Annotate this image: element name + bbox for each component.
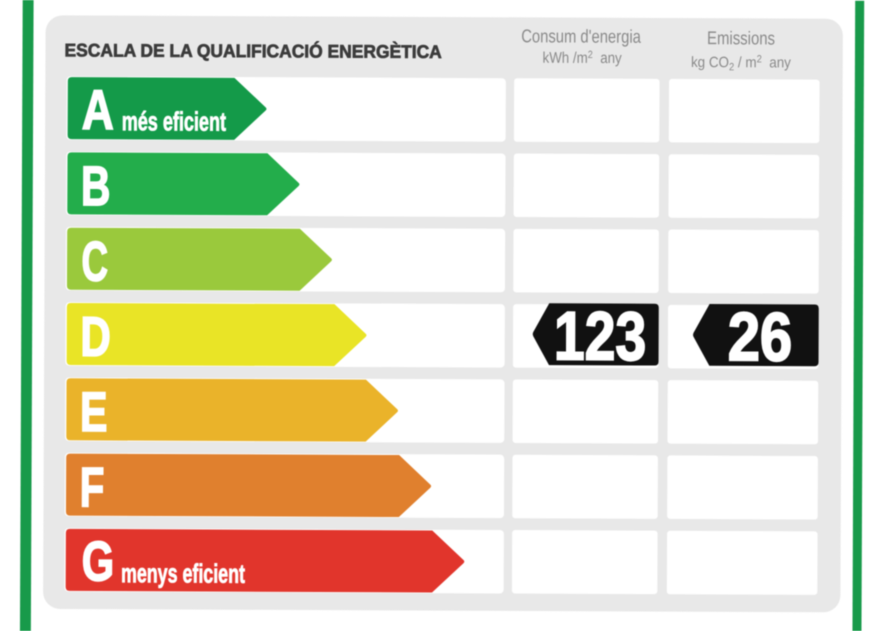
svg-text:Consum d'energia: Consum d'energia: [521, 26, 641, 48]
svg-text:ESCALA DE LA QUALIFICACIÓ ENER: ESCALA DE LA QUALIFICACIÓ ENERGÈTICA: [65, 39, 442, 62]
svg-text:26: 26: [728, 300, 793, 376]
svg-text:E: E: [80, 381, 108, 444]
svg-text:kg CO2 / m2 any: kg CO2 / m2 any: [691, 54, 792, 74]
svg-text:kWh /m2 any: kWh /m2 any: [543, 49, 623, 67]
svg-text:B: B: [81, 156, 111, 218]
svg-text:A: A: [82, 78, 114, 141]
svg-text:F: F: [80, 457, 105, 519]
svg-text:D: D: [80, 305, 111, 368]
svg-text:123: 123: [554, 299, 647, 375]
svg-text:G: G: [82, 530, 115, 592]
svg-text:C: C: [81, 231, 108, 294]
svg-text:Emissions: Emissions: [707, 28, 775, 49]
svg-text:més eficient: més eficient: [122, 106, 227, 137]
svg-text:menys eficient: menys eficient: [121, 559, 245, 589]
